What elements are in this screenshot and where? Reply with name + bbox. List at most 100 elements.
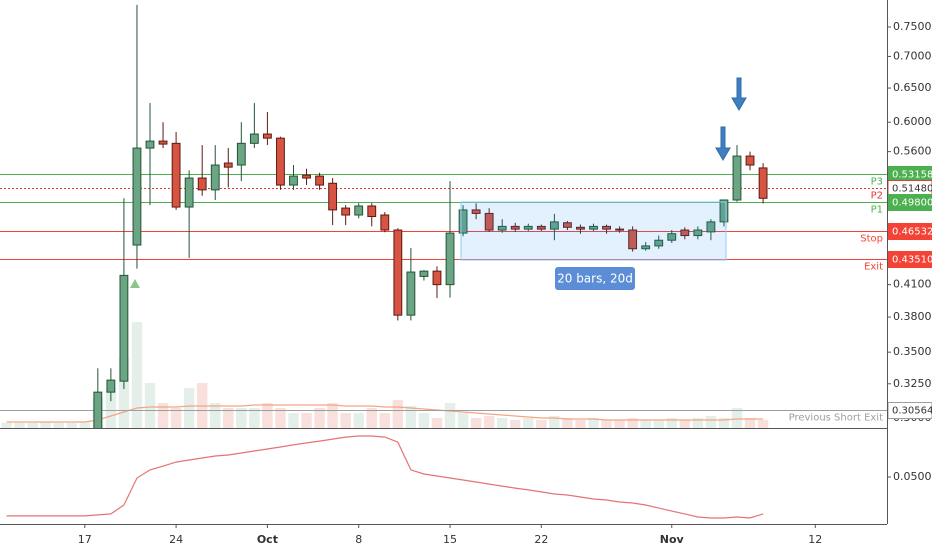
- volume-bar: [718, 418, 730, 428]
- volume-bar: [288, 413, 299, 428]
- candle-body: [667, 233, 677, 241]
- volume-bar: [523, 418, 534, 428]
- candle-body: [719, 199, 729, 223]
- volume-bar: [666, 418, 677, 428]
- volume-bar: [223, 408, 234, 428]
- level-name: Stop: [860, 234, 883, 245]
- volume-bar: [744, 418, 756, 428]
- volume-bar: [614, 420, 625, 428]
- candle-body: [132, 147, 142, 246]
- level-price: 0.53158: [892, 170, 932, 181]
- arrows: [715, 77, 747, 161]
- candle-body: [223, 162, 233, 168]
- down-arrow: [715, 126, 731, 161]
- candle-body: [576, 226, 585, 230]
- candle-body: [589, 225, 598, 230]
- x-tick-label: 24: [169, 533, 183, 546]
- candle-body: [406, 271, 416, 316]
- volume-bar: [314, 408, 325, 428]
- volume-bar: [496, 418, 508, 428]
- candle-body: [354, 205, 364, 216]
- volume-bar: [27, 423, 38, 428]
- candle-body: [732, 155, 742, 201]
- candle-body: [680, 229, 690, 237]
- volume-bar: [262, 403, 273, 428]
- volume-bar: [1, 423, 12, 428]
- volume-bar: [692, 418, 704, 428]
- candle-body: [536, 225, 546, 230]
- candle-body: [328, 182, 338, 211]
- candle-body: [471, 209, 481, 214]
- candle-body: [184, 177, 194, 208]
- x-tick-label: 8: [355, 533, 362, 546]
- volume-bar: [327, 403, 338, 428]
- level-name: P2: [871, 191, 883, 202]
- candle-body: [458, 209, 468, 234]
- volume-bar: [653, 420, 664, 428]
- volume-bar: [210, 403, 221, 428]
- candle-body: [171, 142, 181, 208]
- volume-bar: [105, 388, 117, 428]
- x-tick-label: Nov: [660, 533, 685, 546]
- price-pane: [0, 4, 887, 428]
- candle-body: [236, 142, 246, 166]
- volume-bar: [549, 416, 560, 428]
- date-price-range: [460, 201, 727, 261]
- volume-bar: [53, 423, 64, 428]
- candle-body: [706, 221, 716, 233]
- volume-bar: [575, 420, 586, 428]
- volume-bar: [275, 408, 286, 428]
- volume-bar: [66, 423, 77, 428]
- candle-body: [393, 229, 403, 316]
- indicator-pane: 0.0500: [6, 435, 932, 519]
- level-name: Previous Short Exit: [789, 413, 883, 424]
- candle-body: [615, 228, 625, 231]
- volume-bar: [144, 383, 156, 428]
- level-name: Exit: [864, 262, 883, 273]
- candle-body: [484, 212, 494, 231]
- volume-bar: [405, 406, 417, 428]
- buy-signal: [130, 279, 140, 288]
- x-tick-label: 15: [443, 533, 457, 546]
- volume-ma-line: [6, 404, 764, 423]
- candle-body: [693, 229, 703, 237]
- candle-body: [380, 214, 390, 231]
- candle-body: [93, 391, 103, 428]
- candle-body: [367, 205, 377, 218]
- volume-bar: [601, 420, 612, 428]
- candle-body: [197, 177, 207, 191]
- volume-bar: [353, 413, 364, 428]
- volume-bar: [627, 418, 638, 428]
- candle-body: [758, 167, 768, 199]
- volume-bar: [536, 420, 547, 428]
- indicator-tick-label: 0.0500: [893, 470, 932, 483]
- candle-body: [628, 229, 638, 250]
- volume-bar: [379, 413, 391, 428]
- candle-body: [563, 222, 572, 228]
- volume-bar: [183, 388, 195, 428]
- indicator-line: [6, 435, 764, 519]
- range-label-box: [555, 267, 635, 290]
- volume-bar: [640, 420, 651, 428]
- candle-body: [249, 133, 259, 144]
- candle-body: [276, 137, 285, 186]
- volume-bar: [470, 418, 482, 428]
- level-price: 0.46532: [892, 227, 932, 238]
- candle-body: [602, 225, 611, 230]
- level-name: P3: [871, 177, 883, 188]
- volume-bar: [588, 418, 599, 428]
- volume-bar: [679, 420, 691, 428]
- candle-body: [158, 140, 168, 145]
- candle-body: [510, 225, 520, 230]
- candle-body: [641, 245, 651, 250]
- candle-body: [341, 207, 351, 216]
- candle-body: [445, 232, 455, 286]
